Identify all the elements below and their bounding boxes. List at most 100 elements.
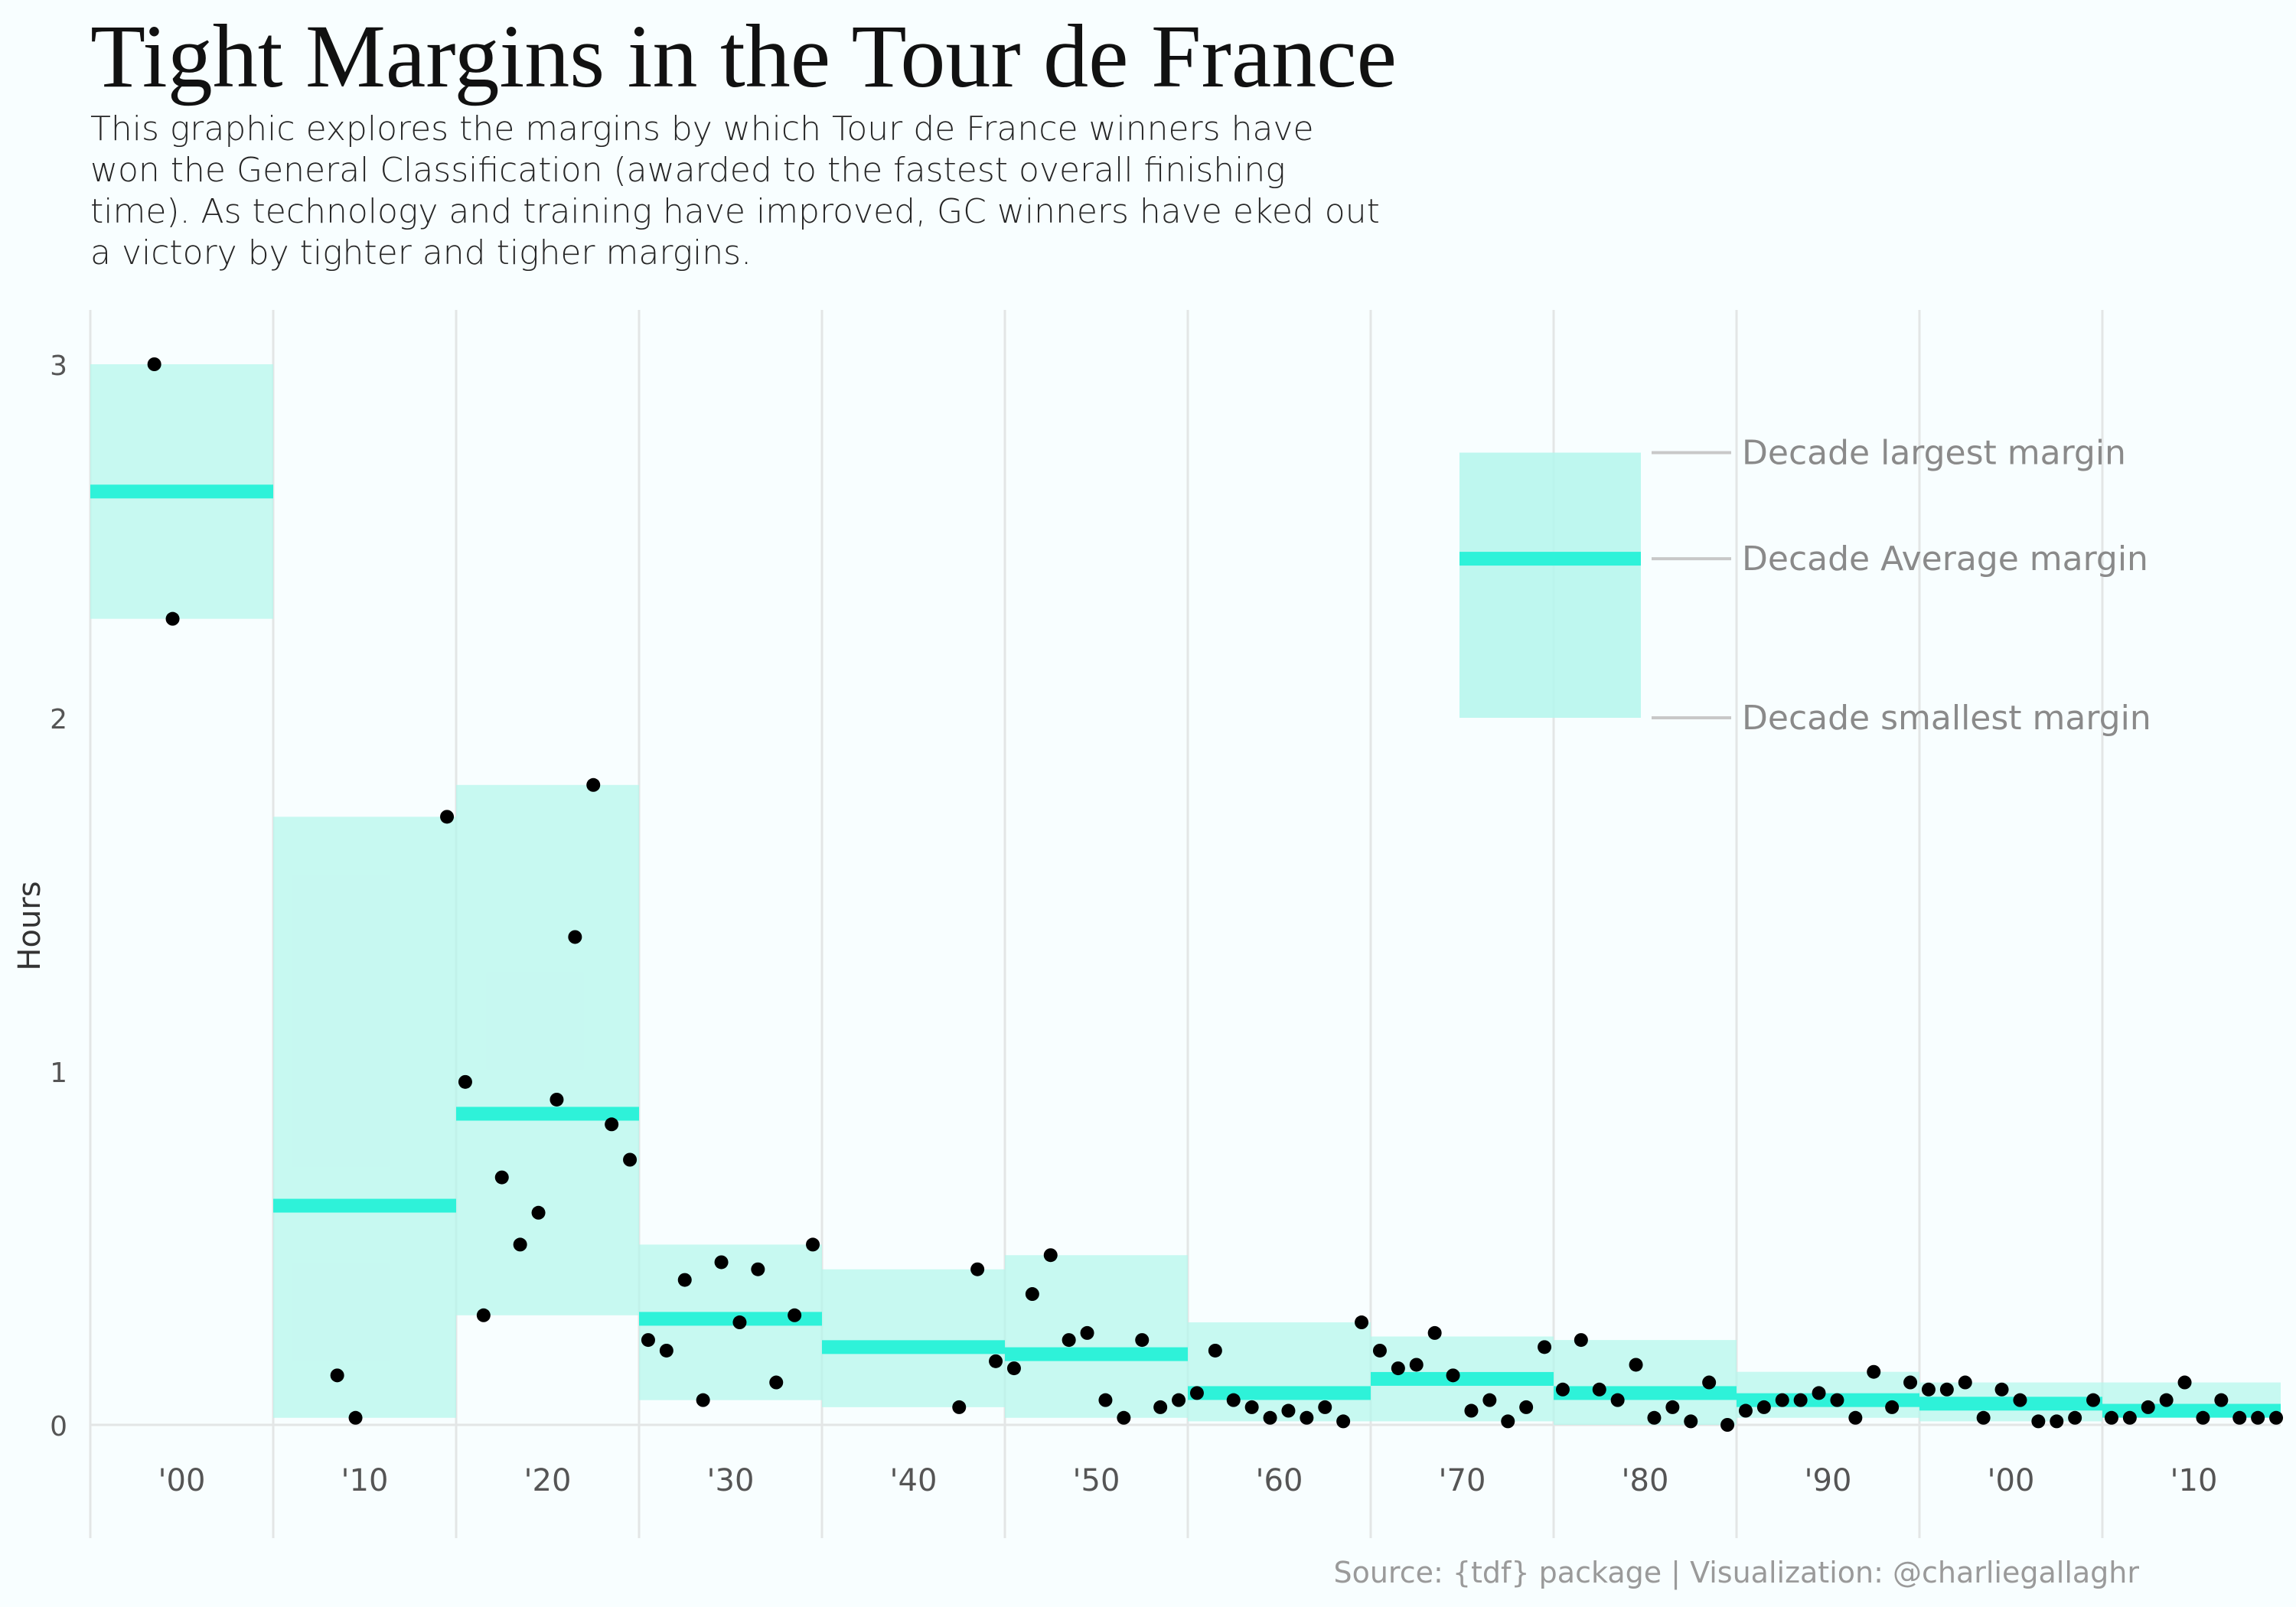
data-point [677,1273,692,1287]
decade-range-band [1005,1255,1188,1418]
legend: Decade largest margin Decade Average marg… [1459,434,2151,738]
caption: Source: {tdf} package | Visualization: @… [1333,1556,2139,1589]
decade-mean-line [1371,1371,1554,1386]
data-point [696,1393,710,1407]
data-point [147,357,161,371]
data-point [2141,1400,2155,1414]
data-point [1226,1393,1241,1407]
data-point [1885,1400,1900,1414]
data-point [494,1170,509,1185]
legend-label: Decade smallest margin [1742,699,2151,738]
x-tick-label: '50 [1073,1463,1120,1498]
data-point [1629,1358,1643,1372]
data-point [348,1410,363,1425]
data-point [2251,1410,2265,1425]
data-point [586,777,601,792]
data-point [1720,1418,1735,1432]
x-tick-label: '00 [158,1463,206,1498]
data-point [1555,1382,1570,1397]
data-point [2068,1410,2082,1425]
x-tick-label: '90 [1805,1463,1852,1498]
data-point [1702,1375,1717,1390]
data-point [989,1354,1003,1368]
data-point [1519,1400,1534,1414]
y-tick-label: 3 [50,350,67,382]
chart-subtitle: This graphic explores the margins by whi… [90,109,1380,272]
data-point [1006,1361,1021,1376]
data-point [641,1333,655,1348]
data-point [550,1092,564,1107]
data-point [1391,1361,1405,1376]
data-point [1464,1403,1479,1418]
y-tick-label: 0 [50,1411,67,1442]
data-point [1738,1403,1753,1418]
data-point [2214,1393,2229,1407]
data-point [458,1074,472,1089]
chart-title: Tight Margins in the Tour de France [90,6,1397,106]
data-point [2232,1410,2247,1425]
data-point [952,1400,967,1414]
data-point [2104,1410,2118,1425]
legend-range-swatch [1459,452,1641,718]
data-point [1080,1325,1094,1340]
data-point [1172,1393,1186,1407]
data-point [1300,1410,1314,1425]
data-point [1446,1368,1460,1383]
data-point [1921,1382,1936,1397]
x-tick-label: '20 [524,1463,572,1498]
data-point [2269,1410,2284,1425]
data-point [1958,1375,1972,1390]
data-point [1903,1375,1918,1390]
y-tick-label: 2 [50,704,67,735]
data-point [1117,1410,1131,1425]
band-layer [90,364,2281,1425]
data-point [1501,1414,1515,1429]
decade-range-band [273,817,456,1418]
decade-mean-line [456,1107,639,1121]
data-point [1665,1400,1680,1414]
data-point [330,1368,344,1383]
data-point [970,1262,985,1276]
data-point [1355,1315,1369,1330]
data-point [513,1237,527,1252]
x-tick-label: '00 [1988,1463,2035,1498]
x-tick-label: '40 [890,1463,938,1498]
legend-label: Decade largest margin [1742,434,2126,473]
data-point [2159,1393,2174,1407]
decade-mean-line [90,484,273,499]
data-point [769,1375,784,1390]
data-point [1867,1364,1881,1379]
legend-label: Decade Average margin [1742,539,2148,579]
data-point [659,1343,673,1358]
data-point [1208,1343,1222,1358]
y-tick-label: 1 [50,1058,67,1089]
x-tick-label: '80 [1622,1463,1669,1498]
data-point [605,1117,619,1132]
y-axis-label: Hours [12,881,47,970]
data-point [788,1308,802,1322]
x-tick-label: '10 [2170,1463,2218,1498]
data-point [1848,1410,1863,1425]
x-tick-label: '30 [707,1463,755,1498]
data-point [1135,1333,1150,1348]
x-tick-label: '10 [341,1463,389,1498]
data-point [1939,1382,1954,1397]
data-point [1647,1410,1662,1425]
data-point [440,810,455,824]
decade-mean-line [1188,1386,1371,1400]
axis-layer: 0 1 2 3 '00 '10 '20 '30 '40 '50 '60 '70 '80 '90 '00 '10 [50,350,2217,1498]
data-point [568,930,582,944]
data-point [1409,1358,1424,1372]
data-point [1427,1325,1442,1340]
data-point [476,1308,491,1322]
decade-mean-line [1005,1347,1188,1361]
data-point [732,1315,747,1330]
data-point [1538,1340,1552,1354]
decade-range-band [1188,1322,1371,1422]
legend-mean-swatch [1459,552,1641,566]
data-point [1318,1400,1332,1414]
data-point [1830,1393,1844,1407]
data-point [2050,1414,2064,1429]
decade-mean-line [1919,1397,2102,1411]
